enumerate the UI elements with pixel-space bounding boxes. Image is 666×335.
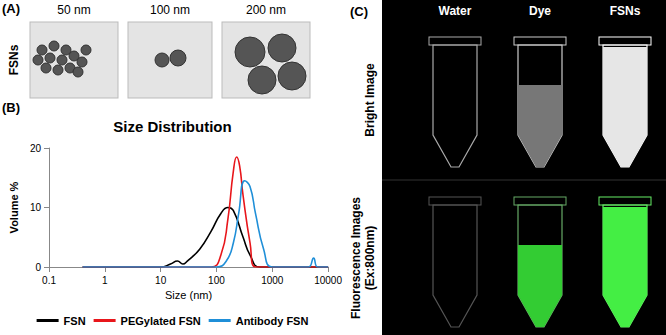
svg-text:Dye: Dye	[529, 4, 551, 18]
svg-text:FSNs: FSNs	[7, 44, 21, 75]
svg-text:10: 10	[155, 275, 167, 286]
svg-text:50 nm: 50 nm	[57, 3, 90, 17]
svg-text:Size (nm): Size (nm)	[165, 289, 212, 301]
svg-text:Volume %: Volume %	[8, 181, 20, 233]
svg-text:200 nm: 200 nm	[246, 3, 286, 17]
svg-text:(Ex:800nm): (Ex:800nm)	[363, 226, 377, 291]
svg-text:10000: 10000	[314, 275, 342, 286]
svg-text:(B): (B)	[2, 100, 20, 115]
svg-text:(A): (A)	[2, 1, 20, 16]
svg-text:100: 100	[208, 275, 225, 286]
svg-text:FSN: FSN	[64, 315, 86, 327]
svg-text:20: 20	[30, 143, 42, 154]
svg-text:Bright Image: Bright Image	[363, 63, 377, 137]
svg-text:Size Distribution: Size Distribution	[113, 118, 231, 135]
svg-text:Fluorescence Images: Fluorescence Images	[349, 197, 363, 319]
svg-text:FSNs: FSNs	[610, 4, 641, 18]
svg-text:1: 1	[102, 275, 108, 286]
svg-text:(C): (C)	[350, 4, 368, 19]
svg-text:PEGylated FSN: PEGylated FSN	[121, 315, 201, 327]
svg-text:Water: Water	[439, 4, 472, 18]
svg-text:0.1: 0.1	[42, 275, 56, 286]
svg-text:100 nm: 100 nm	[150, 3, 190, 17]
svg-text:10: 10	[30, 202, 42, 213]
svg-text:Antibody FSN: Antibody FSN	[236, 315, 309, 327]
svg-text:1000: 1000	[261, 275, 284, 286]
svg-text:0: 0	[35, 262, 41, 273]
